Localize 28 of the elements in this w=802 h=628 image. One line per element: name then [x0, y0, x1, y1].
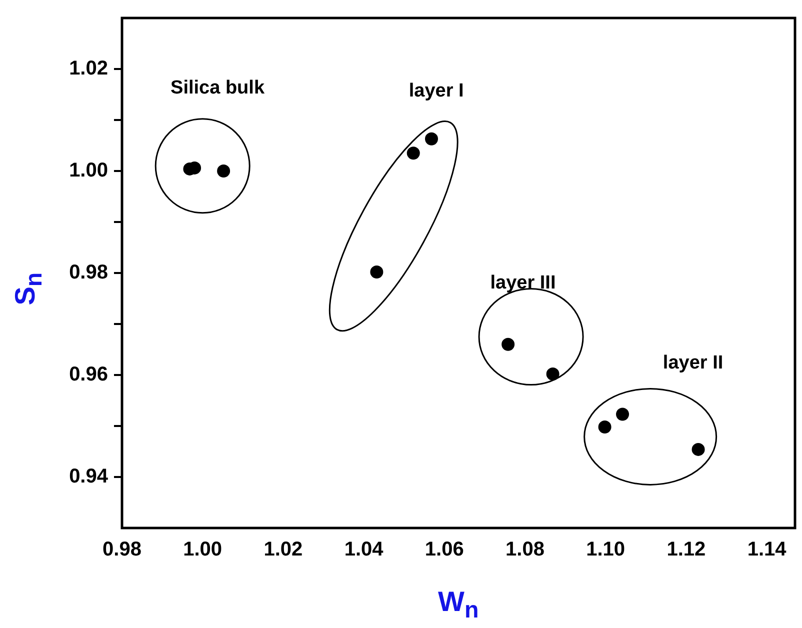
- x-tick-label: 1.10: [586, 538, 626, 561]
- y-tick-label: 1.00: [69, 160, 108, 182]
- point: [598, 420, 612, 434]
- point: [616, 408, 630, 421]
- y-tick-label: 0.94: [69, 466, 109, 488]
- x-tick-label: 1.02: [264, 538, 303, 561]
- point: [425, 132, 438, 146]
- point: [502, 338, 515, 351]
- annotation: layer I: [408, 80, 464, 102]
- x-tick-label: 1.06: [424, 538, 464, 561]
- point: [406, 146, 420, 160]
- x-tick-label: 1.14: [747, 538, 788, 561]
- point: [370, 265, 384, 278]
- x-axis-title: W$_{n}$: [438, 586, 479, 624]
- point: [692, 442, 705, 456]
- annotation: layer II: [662, 352, 724, 374]
- x-tick-label: 1.08: [506, 538, 544, 561]
- x-tick-label: 1.00: [183, 538, 222, 561]
- annotation: Silica bulk: [170, 78, 265, 99]
- y-tick-label: 0.96: [69, 364, 108, 386]
- x-tick-label: 1.12: [666, 538, 706, 561]
- annotation: layer III: [490, 272, 556, 294]
- x-tick-label: 1.04: [344, 538, 384, 561]
- point: [217, 164, 230, 178]
- x-tick-label: 0.98: [102, 538, 142, 561]
- point: [546, 367, 560, 380]
- y-tick-label: 1.02: [69, 58, 108, 80]
- y-tick-label: 0.98: [69, 262, 108, 284]
